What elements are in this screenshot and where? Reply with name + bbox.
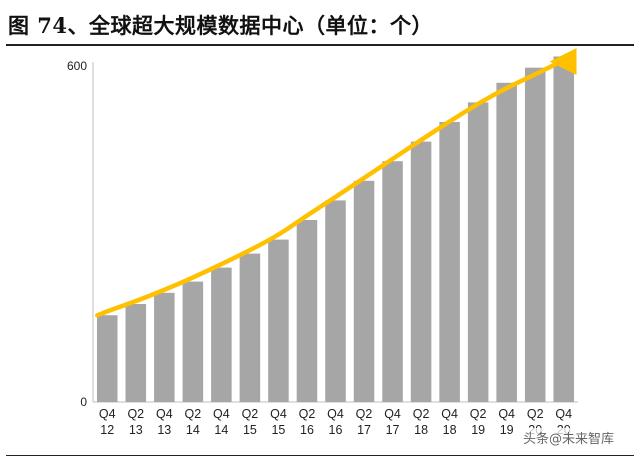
bar-16 <box>553 56 575 402</box>
bar-8 <box>325 200 346 402</box>
bar-9 <box>353 180 375 402</box>
x-tick-label-9-line-1: 17 <box>357 423 371 437</box>
x-tick-label-13-line-0: Q2 <box>470 407 487 421</box>
x-tick-label-4-line-0: Q4 <box>213 407 230 421</box>
x-tick-label-1-line-1: 13 <box>129 423 143 437</box>
bar-12 <box>439 122 460 402</box>
x-tick-label-0-line-1: 12 <box>100 423 114 437</box>
x-tick-label-11-line-1: 18 <box>414 423 428 437</box>
x-tick-label-11-line-0: Q2 <box>413 407 430 421</box>
bar-7 <box>296 220 318 402</box>
bar-15 <box>524 67 546 403</box>
footer-rule <box>6 455 634 456</box>
figure-header: 图 74、全球超大规模数据中心（单位：个） <box>0 0 640 46</box>
title-underline <box>6 44 634 46</box>
x-tick-label-3-line-0: Q2 <box>185 407 202 421</box>
bar-3 <box>182 281 204 402</box>
bar-6 <box>268 239 289 402</box>
x-tick-label-5-line-0: Q2 <box>242 407 259 421</box>
x-tick-label-0-line-0: Q4 <box>99 407 116 421</box>
x-tick-label-16-line-0: Q4 <box>555 407 572 421</box>
bar-11 <box>410 141 432 402</box>
y-tick-label-600: 600 <box>67 59 87 73</box>
x-tick-label-2-line-0: Q4 <box>156 407 173 421</box>
x-tick-label-14-line-0: Q4 <box>498 407 515 421</box>
bar-2 <box>154 292 175 402</box>
x-tick-label-12-line-0: Q4 <box>441 407 458 421</box>
chart-title: 图 74、全球超大规模数据中心（单位：个） <box>8 13 434 38</box>
trend-arrow <box>95 56 571 318</box>
x-tick-label-15-line-0: Q2 <box>527 407 544 421</box>
x-tick-label-2-line-1: 13 <box>157 423 171 437</box>
x-tick-label-12-line-1: 18 <box>443 423 457 437</box>
watermark: 头条@未来智库 <box>520 428 618 447</box>
x-tick-label-8-line-0: Q4 <box>327 407 344 421</box>
x-tick-label-8-line-1: 16 <box>329 423 343 437</box>
bar-1 <box>125 304 147 402</box>
bar-14 <box>496 82 517 403</box>
bar-5 <box>239 253 261 402</box>
x-tick-label-13-line-1: 19 <box>471 423 485 437</box>
bar-4 <box>211 267 232 402</box>
x-tick-label-10-line-1: 17 <box>386 423 400 437</box>
x-tick-label-7-line-1: 16 <box>300 423 314 437</box>
bar-13 <box>467 102 489 403</box>
x-tick-label-1-line-0: Q2 <box>127 407 144 421</box>
x-tick-label-3-line-1: 14 <box>186 423 200 437</box>
x-tick-label-10-line-0: Q4 <box>384 407 401 421</box>
x-tick-label-6-line-0: Q4 <box>270 407 287 421</box>
x-tick-label-9-line-0: Q2 <box>356 407 373 421</box>
y-tick-label-0: 0 <box>80 395 87 409</box>
x-tick-label-14-line-1: 19 <box>500 423 514 437</box>
x-tick-label-6-line-1: 15 <box>271 423 285 437</box>
x-tick-label-4-line-1: 14 <box>214 423 228 437</box>
bar-10 <box>382 161 403 402</box>
bar-0 <box>96 315 118 402</box>
x-tick-label-5-line-1: 15 <box>243 423 257 437</box>
x-tick-label-7-line-0: Q2 <box>299 407 316 421</box>
